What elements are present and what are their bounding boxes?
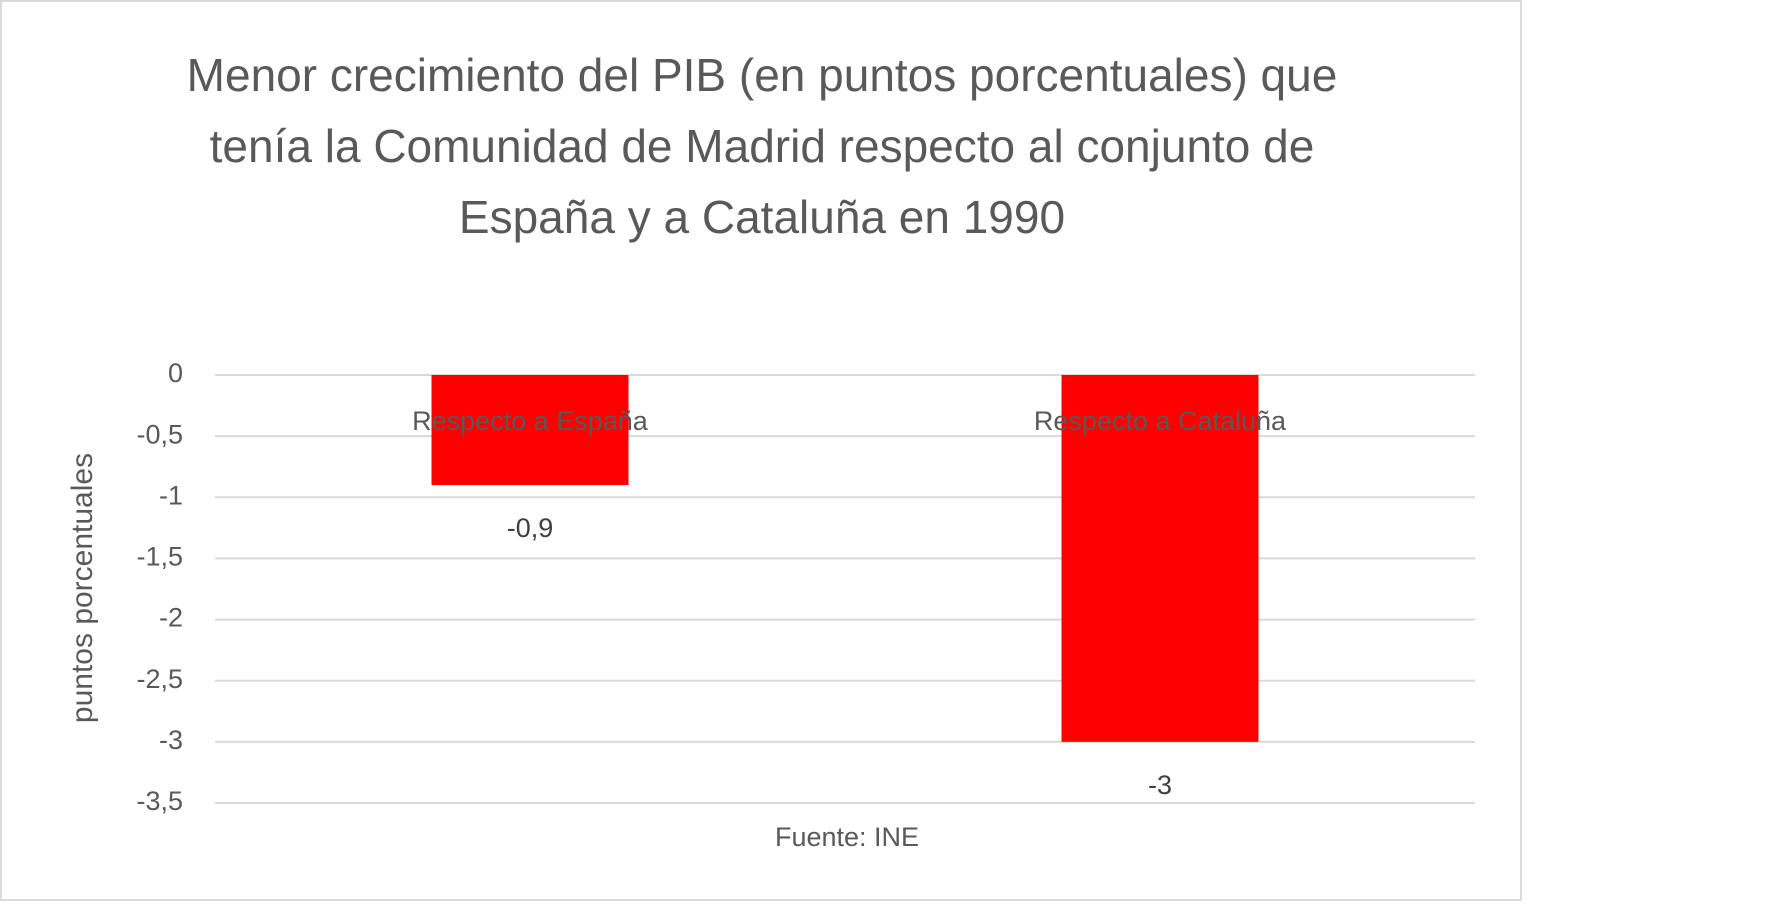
bar xyxy=(1061,375,1259,742)
y-tick-label: -1,5 xyxy=(136,542,183,572)
y-tick-label: -2 xyxy=(159,603,183,633)
value-label: -0,9 xyxy=(507,513,554,543)
y-tick-label: 0 xyxy=(168,358,183,388)
value-label: -3 xyxy=(1148,770,1172,800)
chart-title: Menor crecimiento del PIB (en puntos por… xyxy=(186,49,1338,243)
x-tick-label: Respecto a España xyxy=(412,406,649,436)
x-tick-label: Respecto a Cataluña xyxy=(1034,406,1287,436)
y-axis-label: puntos porcentuales xyxy=(66,453,99,723)
y-tick-label: -0,5 xyxy=(136,419,183,449)
y-tick-label: -3 xyxy=(159,725,183,755)
x-axis-label: Fuente: INE xyxy=(775,822,919,852)
y-tick-label: -2,5 xyxy=(136,664,183,694)
chart-border xyxy=(0,0,1522,901)
y-tick-label: -1 xyxy=(159,480,183,510)
y-tick-label: -3,5 xyxy=(136,786,183,816)
bar xyxy=(431,375,629,486)
